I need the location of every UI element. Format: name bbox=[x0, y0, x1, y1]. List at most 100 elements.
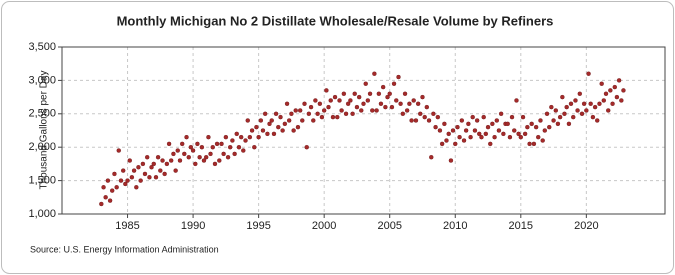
point bbox=[474, 118, 480, 123]
point bbox=[343, 111, 349, 117]
point bbox=[276, 124, 281, 130]
point bbox=[232, 151, 237, 157]
point bbox=[533, 124, 539, 130]
point bbox=[317, 101, 323, 106]
point bbox=[374, 108, 379, 113]
point bbox=[571, 114, 576, 120]
point bbox=[365, 98, 371, 103]
point bbox=[138, 178, 143, 183]
point bbox=[284, 101, 290, 106]
point bbox=[140, 161, 146, 167]
point bbox=[610, 101, 615, 106]
point bbox=[199, 144, 205, 150]
chart-title: Monthly Michigan No 2 Distillate Wholesa… bbox=[117, 13, 554, 28]
point bbox=[431, 111, 436, 117]
point bbox=[321, 108, 327, 113]
point bbox=[149, 165, 154, 170]
point bbox=[407, 101, 412, 106]
point bbox=[595, 118, 600, 123]
point bbox=[370, 108, 375, 113]
point bbox=[142, 171, 148, 177]
point bbox=[103, 195, 108, 200]
point bbox=[212, 161, 218, 167]
point bbox=[413, 118, 419, 123]
point bbox=[444, 138, 449, 143]
point bbox=[269, 118, 274, 123]
point bbox=[372, 71, 377, 76]
point bbox=[247, 134, 253, 140]
point bbox=[426, 118, 432, 123]
point bbox=[171, 151, 176, 157]
point bbox=[389, 104, 395, 110]
point bbox=[608, 88, 613, 93]
point bbox=[155, 155, 161, 160]
point bbox=[396, 74, 401, 80]
point bbox=[439, 141, 445, 147]
point bbox=[588, 101, 593, 106]
point bbox=[527, 141, 532, 147]
point bbox=[404, 108, 410, 113]
point bbox=[236, 144, 242, 150]
point bbox=[446, 131, 451, 137]
point bbox=[219, 141, 224, 147]
point bbox=[210, 144, 215, 150]
source-note: Source: U.S. Energy Information Administ… bbox=[30, 244, 219, 254]
point bbox=[345, 101, 351, 106]
point bbox=[383, 104, 388, 110]
point bbox=[547, 124, 552, 130]
point bbox=[468, 134, 473, 140]
point bbox=[581, 101, 587, 106]
point bbox=[496, 128, 502, 133]
point bbox=[450, 128, 456, 133]
point bbox=[435, 114, 441, 120]
point bbox=[488, 141, 493, 147]
point bbox=[597, 101, 602, 106]
point bbox=[420, 94, 425, 100]
x-tick-label: 2015 bbox=[509, 220, 533, 232]
point bbox=[162, 171, 167, 177]
point bbox=[110, 188, 115, 193]
point bbox=[164, 161, 170, 167]
point bbox=[459, 118, 465, 123]
point bbox=[254, 124, 259, 130]
point bbox=[116, 148, 121, 153]
point bbox=[463, 128, 469, 133]
point bbox=[280, 128, 285, 133]
point bbox=[304, 144, 309, 150]
point bbox=[367, 91, 373, 96]
point bbox=[293, 108, 298, 113]
point bbox=[262, 111, 268, 117]
y-tick-label: 2,500 bbox=[28, 108, 56, 120]
point bbox=[319, 114, 325, 120]
point bbox=[361, 101, 366, 106]
point bbox=[577, 91, 582, 96]
point bbox=[125, 178, 130, 183]
point bbox=[394, 98, 399, 103]
point bbox=[536, 134, 541, 140]
point bbox=[472, 128, 478, 133]
point bbox=[586, 71, 591, 76]
point bbox=[512, 128, 517, 133]
point bbox=[289, 111, 294, 117]
point bbox=[612, 84, 617, 90]
point bbox=[195, 141, 200, 147]
point bbox=[193, 161, 198, 167]
y-axis-label: Thousand Gallons per Day bbox=[39, 71, 50, 190]
point bbox=[501, 131, 506, 137]
point bbox=[184, 134, 189, 140]
point bbox=[273, 111, 279, 117]
point bbox=[575, 108, 580, 113]
point bbox=[453, 141, 458, 147]
point bbox=[579, 111, 585, 117]
point bbox=[619, 98, 624, 103]
point bbox=[400, 111, 406, 117]
point bbox=[188, 144, 194, 150]
point bbox=[225, 155, 231, 160]
point bbox=[490, 121, 495, 127]
point bbox=[201, 158, 207, 163]
point bbox=[437, 128, 443, 133]
point bbox=[601, 98, 606, 103]
point bbox=[411, 98, 416, 103]
point bbox=[479, 134, 484, 140]
